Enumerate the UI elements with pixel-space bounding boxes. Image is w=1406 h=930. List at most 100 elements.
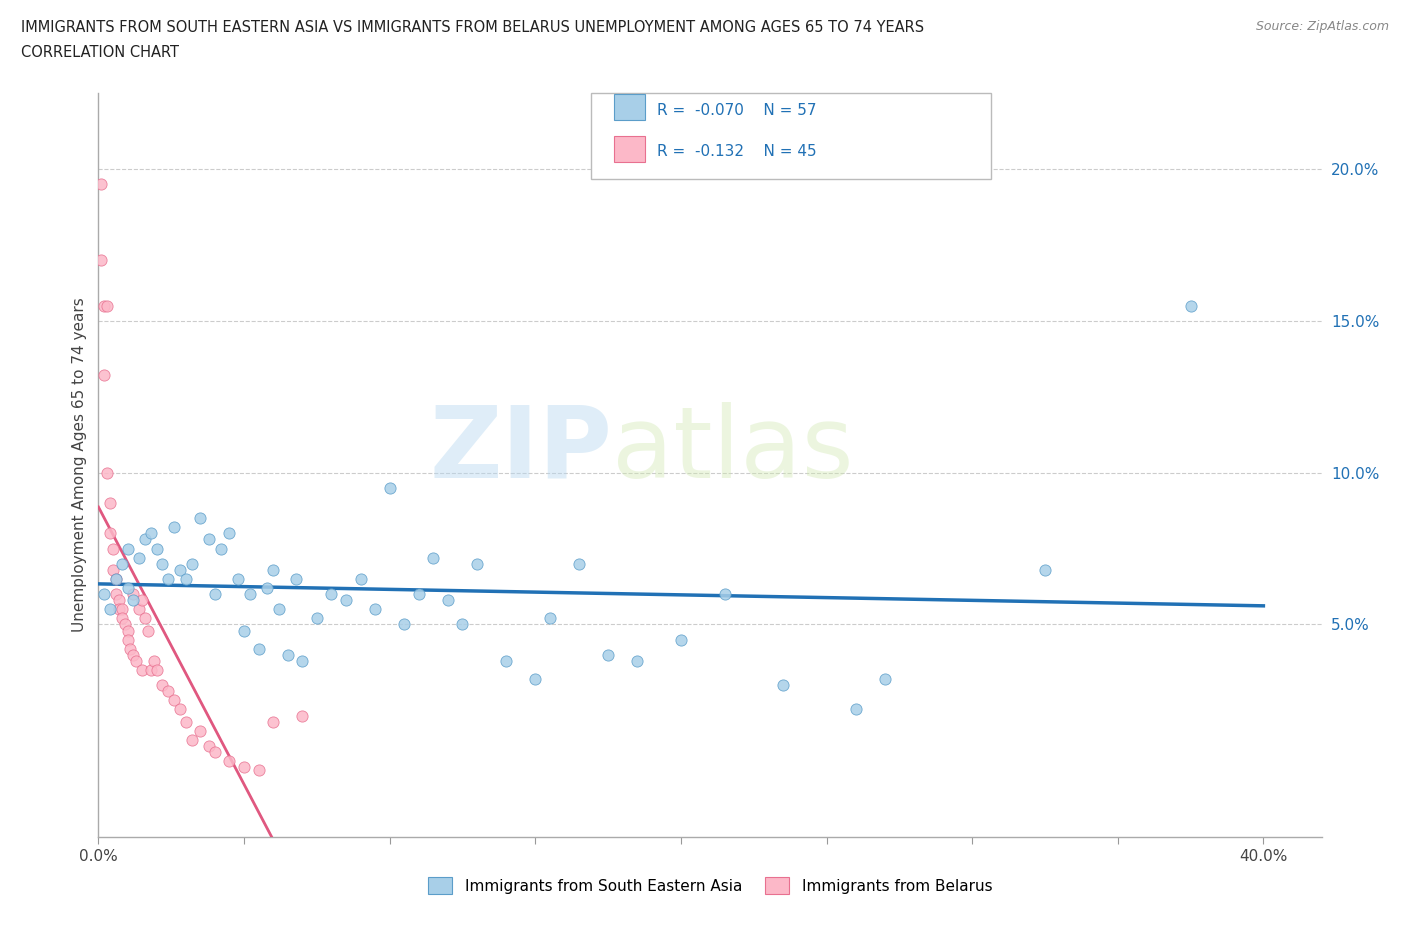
Point [136, 623, 159, 638]
Point [111, 602, 134, 617]
Point [163, 693, 186, 708]
Point [568, 556, 591, 571]
Point [321, 587, 343, 602]
Point [669, 632, 692, 647]
Point [101, 563, 124, 578]
Point [226, 571, 249, 586]
Point [111, 556, 134, 571]
Point [349, 571, 371, 586]
Point [122, 592, 145, 607]
Point [93, 587, 115, 602]
Point [139, 662, 162, 677]
Text: R =  -0.132    N = 45: R = -0.132 N = 45 [657, 144, 817, 159]
Point [538, 611, 561, 626]
Point [239, 587, 262, 602]
Point [305, 611, 328, 626]
Point [128, 551, 150, 565]
Point [131, 592, 153, 607]
Y-axis label: Unemployment Among Ages 65 to 74 years: Unemployment Among Ages 65 to 74 years [72, 298, 87, 632]
Point [128, 602, 150, 617]
Point [204, 745, 226, 760]
Point [1033, 563, 1056, 578]
Point [626, 654, 648, 669]
Text: ZIP: ZIP [429, 402, 612, 498]
Point [198, 738, 221, 753]
Point [209, 541, 232, 556]
Point [174, 714, 197, 729]
Point [93, 368, 115, 383]
Point [90, 253, 112, 268]
Point [262, 714, 284, 729]
Point [495, 654, 517, 669]
Point [218, 525, 240, 540]
Point [1180, 299, 1202, 313]
Point [256, 580, 278, 595]
Point [108, 592, 131, 607]
Point [247, 763, 270, 777]
Point [873, 671, 896, 686]
Legend: Immigrants from South Eastern Asia, Immigrants from Belarus: Immigrants from South Eastern Asia, Immi… [422, 871, 998, 900]
Point [422, 551, 444, 565]
Point [169, 702, 191, 717]
Text: Source: ZipAtlas.com: Source: ZipAtlas.com [1256, 20, 1389, 33]
Point [111, 611, 134, 626]
Point [596, 647, 619, 662]
Point [408, 587, 430, 602]
Point [772, 678, 794, 693]
Point [157, 571, 180, 586]
Point [145, 541, 167, 556]
Point [145, 662, 167, 677]
Point [188, 511, 212, 525]
Point [277, 647, 299, 662]
Point [180, 733, 202, 748]
Point [90, 177, 112, 192]
Point [122, 587, 145, 602]
Point [139, 525, 162, 540]
Point [713, 587, 735, 602]
Point [204, 587, 226, 602]
Point [104, 571, 127, 586]
Point [93, 299, 115, 313]
Point [117, 632, 139, 647]
Point [451, 617, 474, 631]
Point [122, 647, 145, 662]
Point [291, 708, 314, 723]
Point [131, 662, 153, 677]
Point [198, 532, 221, 547]
Text: atlas: atlas [612, 402, 853, 498]
Text: R =  -0.070    N = 57: R = -0.070 N = 57 [657, 103, 815, 118]
Point [108, 602, 131, 617]
Point [285, 571, 308, 586]
Point [247, 642, 270, 657]
Point [180, 556, 202, 571]
Text: CORRELATION CHART: CORRELATION CHART [21, 45, 179, 60]
Point [262, 563, 284, 578]
Point [437, 592, 460, 607]
Point [152, 678, 174, 693]
Point [392, 617, 416, 631]
Point [134, 532, 156, 547]
Point [98, 602, 121, 617]
Point [335, 592, 357, 607]
Point [378, 480, 401, 495]
Point [96, 465, 118, 480]
Point [218, 753, 240, 768]
Point [267, 602, 290, 617]
Point [364, 602, 387, 617]
Point [125, 654, 148, 669]
Point [524, 671, 547, 686]
Point [98, 525, 121, 540]
Text: IMMIGRANTS FROM SOUTH EASTERN ASIA VS IMMIGRANTS FROM BELARUS UNEMPLOYMENT AMONG: IMMIGRANTS FROM SOUTH EASTERN ASIA VS IM… [21, 20, 924, 35]
Point [134, 611, 156, 626]
Point [163, 520, 186, 535]
Point [157, 684, 180, 698]
Point [104, 571, 127, 586]
Point [233, 760, 256, 775]
Point [114, 617, 136, 631]
Point [188, 724, 212, 738]
Point [233, 623, 256, 638]
Point [117, 580, 139, 595]
Point [104, 587, 127, 602]
Point [142, 654, 165, 669]
Point [291, 654, 314, 669]
